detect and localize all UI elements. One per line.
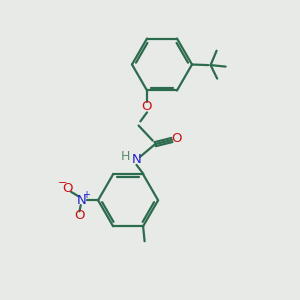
Text: O: O <box>74 209 85 222</box>
Text: N: N <box>132 153 141 166</box>
Text: H: H <box>120 150 130 163</box>
Text: +: + <box>82 190 90 200</box>
Text: O: O <box>62 182 72 195</box>
Text: O: O <box>171 132 181 145</box>
Text: N: N <box>77 194 86 207</box>
Text: −: − <box>57 178 67 188</box>
Text: O: O <box>142 100 152 113</box>
